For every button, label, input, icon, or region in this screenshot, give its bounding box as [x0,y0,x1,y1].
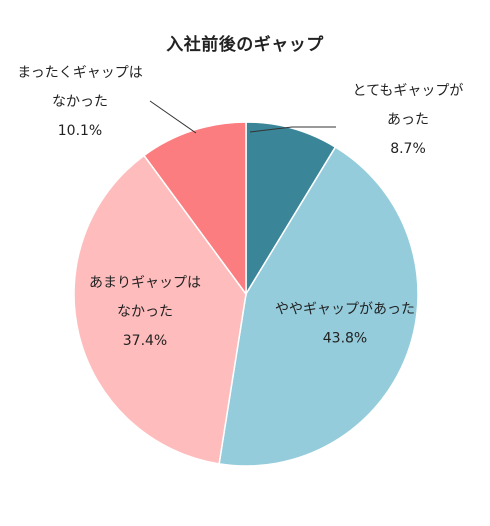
pie-slice-2 [218,146,419,467]
slice-category-label-4: まったくギャップは [17,65,142,81]
slice-percent-label-3: 37.4% [123,333,167,349]
leader-line-1 [249,126,336,133]
slice-category-label-1: あった [387,112,429,128]
slice-percent-label-2: 43.8% [323,331,367,347]
chart-title: 入社前後のギャップ [166,35,324,55]
slice-percent-label-1: 8.7% [390,141,426,157]
slice-category-label-1: とてもギャップが [353,83,464,99]
slice-percent-label-4: 10.1% [58,123,102,139]
slice-category-label-3: あまりギャップは [89,275,201,291]
slice-category-label-3: なかった [117,304,173,320]
leader-line-4 [149,100,197,134]
pie-slice-1 [245,121,337,297]
slice-category-label-2: ややギャップがあった [275,302,415,318]
slice-category-label-4: なかった [52,94,108,110]
pie-slice-3 [73,154,247,465]
